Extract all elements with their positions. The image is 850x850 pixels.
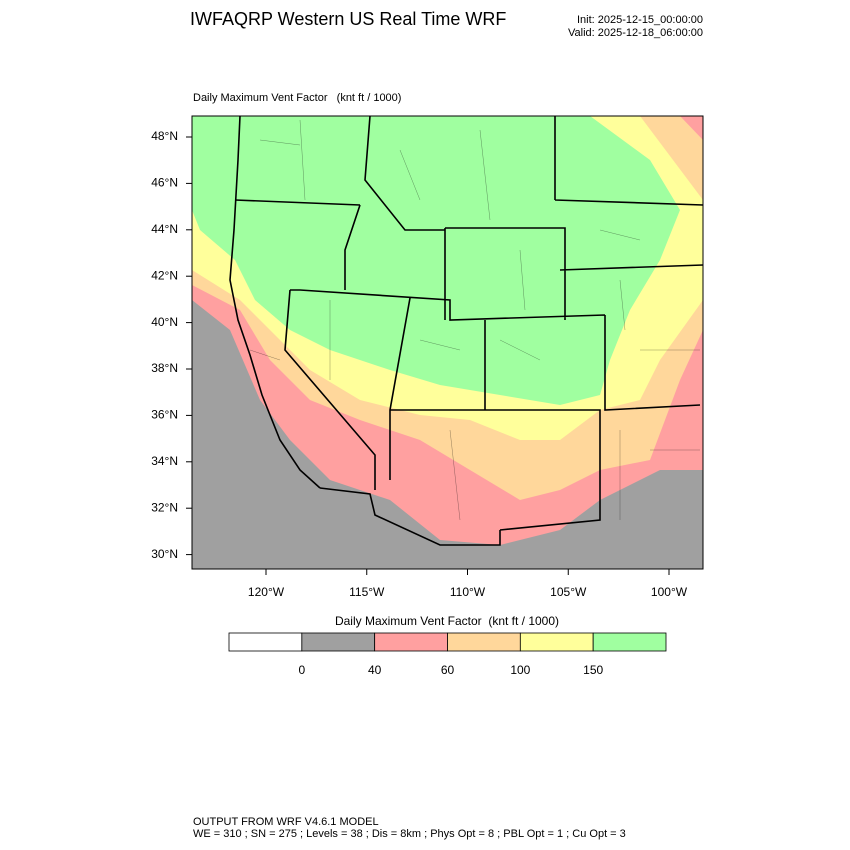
footer-line: WE = 310 ; SN = 275 ; Levels = 38 ; Dis …	[193, 828, 626, 840]
colorbar-box	[228, 632, 303, 652]
lon-label: 110°W	[450, 585, 486, 599]
lon-label: 105°W	[550, 585, 587, 599]
lon-label: 100°W	[651, 585, 688, 599]
map-frame	[191, 115, 704, 570]
lat-label: 48°N	[151, 129, 178, 143]
colorbar-label: 60	[441, 663, 455, 677]
colorbar-label: 100	[510, 663, 530, 677]
colorbar-label: 40	[368, 663, 382, 677]
map-title: Daily Maximum Vent Factor (knt ft / 1000…	[193, 92, 401, 104]
lat-label: 32°N	[151, 500, 178, 514]
lat-label: 42°N	[151, 268, 178, 282]
init-time: Init: 2025-12-15_00:00:00	[577, 14, 703, 26]
lon-label: 115°W	[349, 585, 385, 599]
lon-label: 120°W	[248, 585, 285, 599]
colorbar-label: 0	[298, 663, 305, 677]
lat-label: 44°N	[151, 222, 178, 236]
colorbar-box	[519, 632, 594, 652]
colorbar-label: 150	[583, 663, 603, 677]
lat-label: 36°N	[151, 408, 178, 422]
lat-label: 30°N	[151, 547, 178, 561]
lat-label: 38°N	[151, 361, 178, 375]
colorbar-box	[592, 632, 667, 652]
coastline	[229, 116, 321, 489]
colorbar-box	[301, 632, 376, 652]
colorbar-box	[447, 632, 521, 652]
footer-line: OUTPUT FROM WRF V4.6.1 MODEL	[193, 816, 379, 828]
county-lines	[249, 119, 700, 521]
state-borders	[234, 116, 703, 546]
valid-time: Valid: 2025-12-18_06:00:00	[568, 27, 703, 39]
colorbar-title: Daily Maximum Vent Factor (knt ft / 1000…	[335, 614, 559, 628]
lat-label: 46°N	[151, 176, 178, 190]
page-title: IWFAQRP Western US Real Time WRF	[190, 9, 506, 29]
lat-label: 40°N	[151, 315, 178, 329]
colorbar-box	[374, 632, 448, 652]
lat-label: 34°N	[151, 454, 178, 468]
field-green	[192, 116, 680, 405]
map	[191, 115, 704, 570]
